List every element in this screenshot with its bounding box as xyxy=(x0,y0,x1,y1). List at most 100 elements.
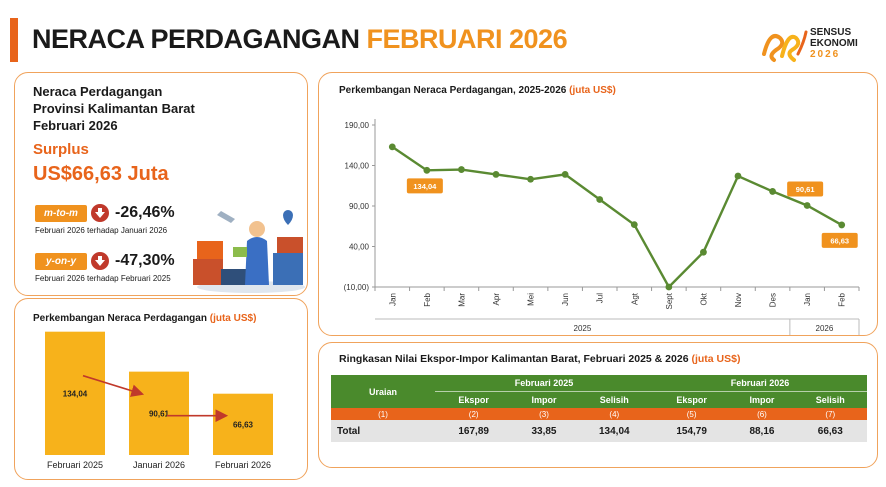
callout-badge xyxy=(821,232,858,248)
year-group-label: 2026 xyxy=(816,324,834,333)
group-header-feb-2025: Februari 2025 xyxy=(435,375,653,392)
line-chart: (10,00) 40,00 90,00 140,00 190,00 Jan Feb Mar Ap… xyxy=(344,119,860,335)
bar xyxy=(213,393,273,455)
sensus-ekonomi-logo: SENSUS EKONOMI 2026 xyxy=(760,24,870,64)
data-point xyxy=(596,196,604,203)
column-number: (5) xyxy=(652,408,731,420)
y-tick-label: 140,00 xyxy=(345,162,370,171)
column-number: (1) xyxy=(331,408,435,420)
bar-value-label: 66,63 xyxy=(233,420,254,429)
data-point xyxy=(388,143,396,151)
bar-value-label: 90,61 xyxy=(149,409,170,418)
x-tick-label: Jul xyxy=(596,293,605,303)
mtm-note: Februari 2026 terhadap Januari 2026 xyxy=(35,226,168,235)
callout-label: 134,04 xyxy=(413,182,437,191)
subheader-selisih-2026: Selisih xyxy=(793,391,867,408)
total-ekspor-2025: 167,89 xyxy=(435,420,513,442)
column-number: (6) xyxy=(730,408,794,420)
y-tick-label: 90,00 xyxy=(349,202,370,211)
export-import-table: Uraian Februari 2025 Februari 2026 Ekspo… xyxy=(331,375,867,442)
column-number: (2) xyxy=(435,408,513,420)
data-point xyxy=(769,188,776,195)
data-point xyxy=(700,248,707,256)
table-title: Ringkasan Nilai Ekspor-Impor Kalimantan … xyxy=(339,353,740,365)
data-point xyxy=(458,166,465,173)
page-title-main: NERACA PERDAGANGAN xyxy=(32,24,360,54)
decline-arrow xyxy=(82,374,145,397)
summary-card: Neraca Perdagangan Provinsi Kalimantan B… xyxy=(14,72,308,296)
total-impor-2026: 88,16 xyxy=(730,420,794,442)
year-group-label: 2025 xyxy=(574,324,592,333)
trade-illustration xyxy=(193,210,305,293)
bar-chart: 134,04 Februari 2025 90,61 Januari 2026 66,6… xyxy=(45,331,273,470)
total-impor-2025: 33,85 xyxy=(512,420,576,442)
surplus-label: Surplus xyxy=(33,141,89,158)
line-chart-title-text: Perkembangan Neraca Perdagangan, 2025-20… xyxy=(339,85,567,96)
yoy-down-arrow-icon xyxy=(91,252,109,270)
column-number: (3) xyxy=(512,408,576,420)
x-tick-label: Jun xyxy=(561,293,570,306)
x-tick-label: Sept xyxy=(665,292,674,309)
total-label: Total xyxy=(331,420,435,442)
data-point xyxy=(561,171,569,178)
bar-category-label: Februari 2025 xyxy=(47,460,103,470)
yoy-value: -47,30% xyxy=(115,252,175,269)
bar-chart-card: Perkembangan Neraca Perdagangan (juta US… xyxy=(14,298,308,480)
data-point xyxy=(527,175,534,183)
y-tick-label: (10,00) xyxy=(344,283,370,292)
subheader-ekspor-2025: Ekspor xyxy=(435,391,513,408)
logo-year: 2026 xyxy=(810,49,841,60)
x-tick-label: Mar xyxy=(457,293,466,307)
callout-label: 66,63 xyxy=(830,236,849,245)
x-tick-label: Nov xyxy=(734,293,743,307)
line-chart-card: Perkembangan Neraca Perdagangan, 2025-20… xyxy=(318,72,878,336)
summary-title-line2: Provinsi Kalimantan Barat xyxy=(33,101,195,116)
subheader-impor-2026: Impor xyxy=(730,391,794,408)
page-title: NERACA PERDAGANGAN FEBRUARI 2026 xyxy=(32,24,568,55)
data-point xyxy=(423,166,431,174)
x-tick-label: Feb xyxy=(423,292,432,306)
bar-category-label: Februari 2026 xyxy=(215,460,271,470)
mtm-value: -26,46% xyxy=(115,204,175,221)
column-number: (7) xyxy=(793,408,867,420)
column-number-row: (1) (2) (3) (4) (5) (6) (7) xyxy=(331,408,867,420)
mtm-down-arrow-icon xyxy=(91,204,109,222)
yoy-note: Februari 2026 terhadap Februari 2025 xyxy=(35,274,171,283)
x-tick-label: Des xyxy=(769,293,778,307)
x-tick-label: Agt xyxy=(630,292,639,305)
bar-category-label: Januari 2026 xyxy=(133,460,185,470)
bar-chart-title: Perkembangan Neraca Perdagangan (juta US… xyxy=(33,313,256,324)
data-point xyxy=(803,202,811,209)
callout-label: 90,61 xyxy=(796,185,815,194)
total-ekspor-2026: 154,79 xyxy=(652,420,731,442)
surplus-value: US$66,63 Juta xyxy=(33,163,169,185)
summary-title-line1: Neraca Perdagangan xyxy=(33,84,163,99)
x-tick-label: Okt xyxy=(699,292,708,305)
logo-line1: SENSUS xyxy=(810,27,852,38)
bar xyxy=(45,331,105,455)
total-selisih-2026: 66,63 xyxy=(793,420,867,442)
table-title-text: Ringkasan Nilai Ekspor-Impor Kalimantan … xyxy=(339,353,689,365)
logo-line2: EKONOMI xyxy=(810,38,858,49)
mtm-badge: m-to-m xyxy=(35,205,87,222)
x-tick-label: Jan xyxy=(803,293,812,306)
subheader-impor-2025: Impor xyxy=(512,391,576,408)
column-number: (4) xyxy=(575,408,653,420)
callout-badge xyxy=(787,181,824,197)
group-header-feb-2026: Februari 2026 xyxy=(652,375,867,392)
line-chart-title-unit: (juta US$) xyxy=(569,85,616,96)
col-uraian-header: Uraian xyxy=(331,375,435,408)
page-title-highlight: FEBRUARI 2026 xyxy=(366,24,568,54)
x-tick-label: Apr xyxy=(492,293,501,306)
yoy-badge: y-on-y xyxy=(35,253,87,270)
line-chart-title: Perkembangan Neraca Perdagangan, 2025-20… xyxy=(339,85,616,96)
data-point xyxy=(630,221,638,229)
data-point xyxy=(492,171,500,178)
callout-badge xyxy=(406,178,443,194)
x-tick-label: Jan xyxy=(388,293,397,306)
subheader-selisih-2025: Selisih xyxy=(575,391,653,408)
subheader-ekspor-2026: Ekspor xyxy=(652,391,731,408)
header-accent-bar xyxy=(10,18,18,62)
data-point xyxy=(665,283,673,291)
x-tick-label: Mei xyxy=(527,293,536,306)
